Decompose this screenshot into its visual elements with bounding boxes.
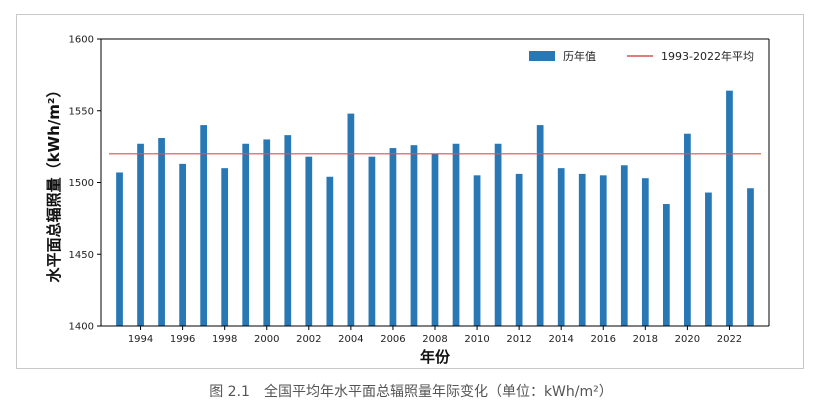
bar-2009 bbox=[452, 143, 460, 326]
y-axis-title: 水平面总辐照量（kWh/m²） bbox=[45, 83, 63, 283]
bar-2011 bbox=[494, 143, 502, 326]
x-tick-label-2002: 2002 bbox=[296, 334, 321, 345]
bar-1995 bbox=[158, 138, 165, 326]
x-tick-label-2008: 2008 bbox=[422, 334, 447, 345]
y-tick-label-1550: 1550 bbox=[69, 106, 94, 117]
bar-1994 bbox=[137, 143, 144, 326]
x-tick-label-1996: 1996 bbox=[170, 334, 195, 345]
bar-2017 bbox=[620, 165, 628, 326]
x-tick-label-2014: 2014 bbox=[548, 334, 573, 345]
y-tick-label-1600: 1600 bbox=[69, 35, 94, 46]
bar-group bbox=[116, 90, 754, 327]
x-tick-label-2010: 2010 bbox=[464, 334, 489, 345]
y-tick-label-1500: 1500 bbox=[69, 178, 94, 189]
x-tick-label-2020: 2020 bbox=[675, 334, 700, 345]
bar-1998 bbox=[221, 168, 229, 326]
y-tick-label-1400: 1400 bbox=[69, 322, 94, 333]
bar-2008 bbox=[431, 153, 439, 326]
bar-1996 bbox=[179, 163, 186, 326]
bar-2014 bbox=[557, 168, 565, 326]
legend-bar-swatch bbox=[529, 51, 555, 61]
bar-1993 bbox=[116, 172, 123, 326]
bar-2015 bbox=[578, 173, 586, 326]
chart-frame: 1400 1450 1500 1550 1600 1994 1996 1998 2000 200… bbox=[16, 14, 804, 369]
bar-1997 bbox=[200, 125, 208, 326]
bar-2005 bbox=[368, 156, 376, 326]
bar-2003 bbox=[326, 176, 334, 326]
legend-line-label: 1993-2022年平均 bbox=[661, 49, 754, 63]
legend: 历年值 1993-2022年平均 bbox=[529, 49, 754, 63]
bar-2001 bbox=[284, 135, 292, 326]
x-tick-label-2000: 2000 bbox=[254, 334, 279, 345]
bar-2013 bbox=[536, 125, 544, 326]
figure-caption: 图 2.1 全国平均年水平面总辐照量年际变化（单位：kWh/m²） bbox=[209, 384, 613, 400]
bar-2018 bbox=[641, 178, 649, 326]
bar-2004 bbox=[347, 113, 355, 327]
bar-2010 bbox=[473, 175, 481, 326]
x-tick-label-1994: 1994 bbox=[128, 334, 153, 345]
bar-2012 bbox=[515, 173, 523, 326]
x-tick-label-2018: 2018 bbox=[633, 334, 658, 345]
bar-2000 bbox=[263, 139, 271, 326]
bar-2002 bbox=[305, 156, 313, 326]
bar-2023 bbox=[747, 188, 754, 326]
bar-2019 bbox=[662, 204, 670, 326]
x-tick-label-2006: 2006 bbox=[380, 334, 405, 345]
x-tick-label-2016: 2016 bbox=[591, 334, 616, 345]
legend-bar-label: 历年值 bbox=[563, 49, 596, 63]
bar-2021 bbox=[705, 192, 712, 326]
x-tick-label-2004: 2004 bbox=[338, 334, 363, 345]
bar-1999 bbox=[242, 143, 250, 326]
chart-svg: 1400 1450 1500 1550 1600 1994 1996 1998 2000 200… bbox=[45, 35, 770, 366]
bar-2022 bbox=[726, 90, 733, 326]
bar-2007 bbox=[410, 145, 418, 326]
x-tick-label-2022: 2022 bbox=[717, 334, 742, 345]
x-axis-ticks: 1994 1996 1998 2000 2002 2004 2006 2008 2010 2012… bbox=[128, 326, 742, 345]
y-axis-ticks: 1400 1450 1500 1550 1600 bbox=[69, 35, 101, 333]
y-tick-label-1450: 1450 bbox=[69, 250, 94, 261]
x-tick-label-2012: 2012 bbox=[506, 334, 531, 345]
bar-2020 bbox=[684, 133, 691, 326]
x-axis-title: 年份 bbox=[420, 348, 451, 366]
bar-2016 bbox=[599, 175, 607, 326]
x-tick-label-1998: 1998 bbox=[212, 334, 237, 345]
bar-2006 bbox=[389, 148, 397, 326]
